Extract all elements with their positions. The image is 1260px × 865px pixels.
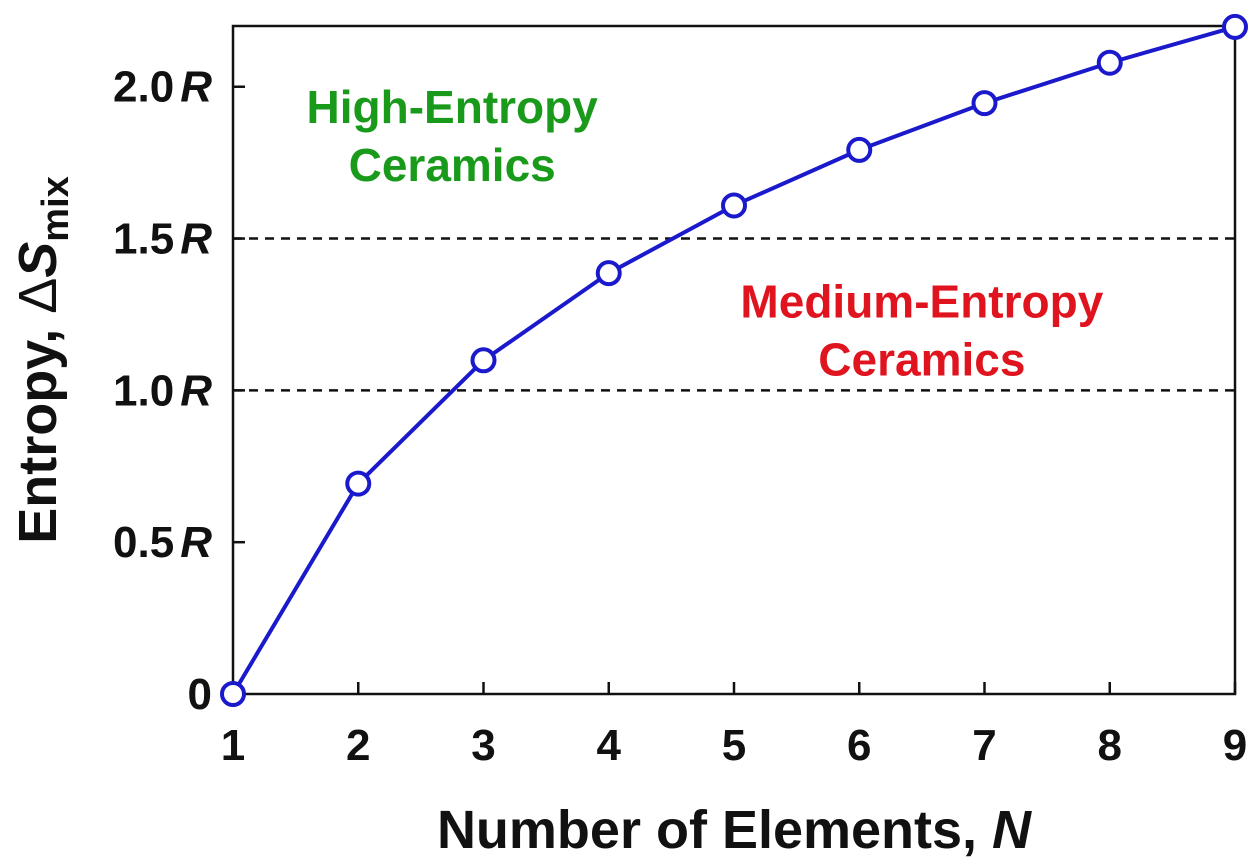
annotation-medium-entropy-line-1: Ceramics bbox=[818, 333, 1025, 385]
annotation-medium-entropy: Medium-Entropy Ceramics bbox=[740, 275, 1103, 385]
annotation-high-entropy-line-1: Ceramics bbox=[349, 139, 556, 191]
x-tick-label-8: 9 bbox=[1223, 721, 1247, 770]
x-axis-title: Number of Elements, N bbox=[437, 800, 1032, 860]
data-point-0-4 bbox=[721, 192, 747, 219]
x-tick-label-4: 5 bbox=[722, 721, 746, 770]
annotation-high-entropy-line-0: High-Entropy bbox=[307, 81, 599, 133]
x-axis-ticks: 1 2 3 4 5 6 7 8 9 bbox=[221, 682, 1247, 770]
y-tick-unit-1: R bbox=[180, 518, 212, 567]
series-group bbox=[220, 13, 1248, 707]
data-point-0-8 bbox=[1222, 13, 1248, 40]
y-tick-unit-2: R bbox=[180, 366, 212, 415]
annotation-medium-entropy-line-0: Medium-Entropy bbox=[740, 275, 1103, 327]
y-tick-num-1: 0.5 bbox=[113, 518, 174, 567]
y-axis-title-sub: mix bbox=[35, 176, 77, 241]
x-tick-label-7: 8 bbox=[1098, 721, 1122, 770]
region-annotations: High-Entropy Ceramics Medium-Entropy Cerami… bbox=[307, 81, 1104, 385]
threshold-lines bbox=[233, 237, 1235, 392]
x-tick-label-2: 3 bbox=[471, 721, 495, 770]
x-axis-title-text: Number of Elements, bbox=[437, 800, 992, 860]
y-axis-title-delta: Δ bbox=[8, 278, 68, 314]
y-tick-label-3: 1.5 R bbox=[113, 215, 212, 264]
data-point-0-3 bbox=[595, 260, 622, 287]
y-tick-unit-3: R bbox=[180, 215, 212, 264]
x-tick-label-1: 2 bbox=[346, 721, 370, 770]
y-tick-unit-4: R bbox=[180, 63, 212, 112]
x-tick-label-0: 1 bbox=[221, 721, 245, 770]
y-axis-ticks: 00.5 R1.0 R1.5 R2.0 R bbox=[113, 63, 245, 719]
annotation-high-entropy: High-Entropy Ceramics bbox=[307, 81, 599, 191]
data-point-0-5 bbox=[846, 136, 873, 163]
y-axis-title: Entropy, ΔSmix bbox=[8, 176, 77, 544]
y-axis-title-var: S bbox=[8, 242, 68, 278]
y-tick-label-2: 1.0 R bbox=[113, 366, 212, 415]
data-point-0-1 bbox=[345, 470, 372, 497]
y-tick-num-4: 2.0 bbox=[113, 63, 174, 112]
y-tick-num-0: 0 bbox=[188, 670, 212, 719]
y-tick-label-1: 0.5 R bbox=[113, 518, 212, 567]
data-point-0-2 bbox=[470, 347, 497, 374]
x-tick-label-5: 6 bbox=[847, 721, 871, 770]
y-axis-title-text: Entropy, bbox=[8, 314, 68, 544]
y-tick-num-3: 1.5 bbox=[113, 215, 174, 264]
data-point-0-7 bbox=[1096, 49, 1123, 76]
x-tick-label-6: 7 bbox=[972, 721, 996, 770]
y-tick-label-0: 0 bbox=[188, 670, 212, 719]
x-axis-title-var: N bbox=[992, 800, 1032, 860]
y-tick-label-4: 2.0 R bbox=[113, 63, 212, 112]
data-point-0-6 bbox=[971, 90, 998, 117]
x-tick-label-3: 4 bbox=[597, 721, 622, 770]
data-point-0-0 bbox=[220, 681, 246, 707]
y-tick-num-2: 1.0 bbox=[113, 366, 174, 415]
